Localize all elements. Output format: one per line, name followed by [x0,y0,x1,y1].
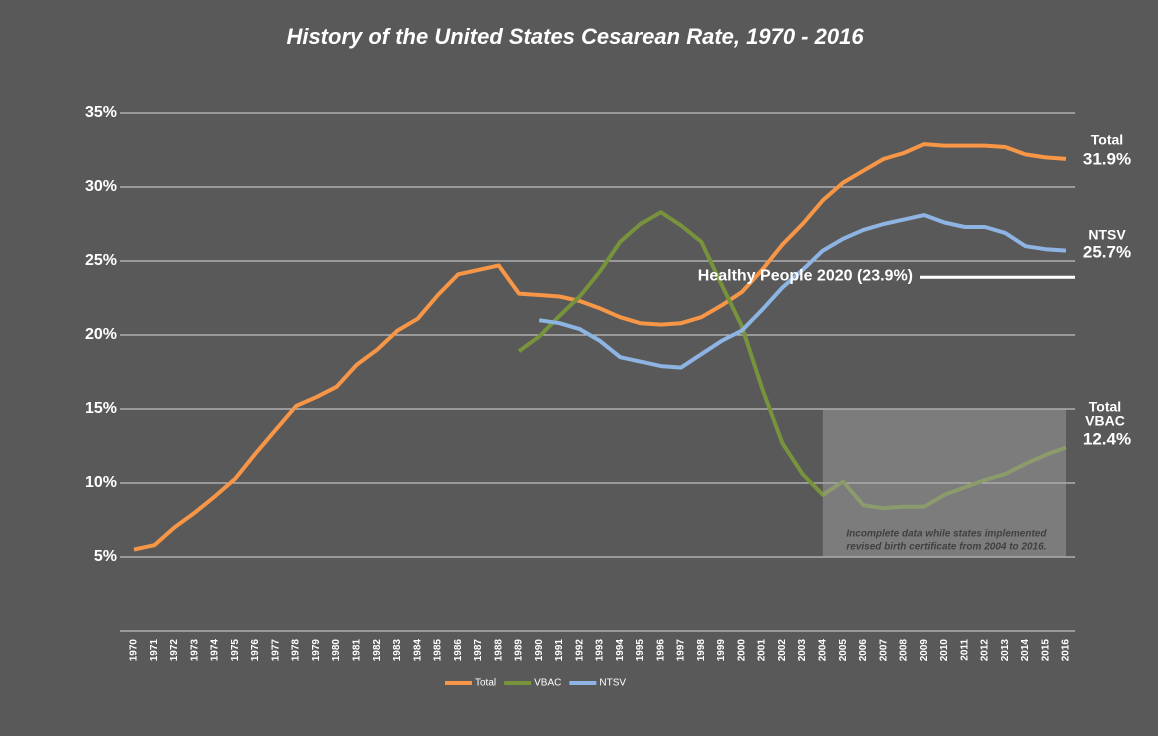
y-tick-label: 5% [94,548,117,565]
y-tick-label: 30% [85,178,117,195]
x-tick-label: 2014 [1020,639,1031,662]
x-tick-label: 1996 [655,639,666,662]
x-tick-label: 2001 [757,639,768,662]
legend-label: NTSV [599,678,626,689]
end-value-label: 31.9% [1083,149,1131,168]
end-value-label: 25.7% [1083,242,1131,261]
x-tick-label: 1990 [534,639,545,662]
x-tick-label: 2009 [919,639,930,662]
x-tick-label: 1981 [352,639,363,662]
x-tick-label: 1998 [696,639,707,662]
y-tick-label: 20% [85,326,117,343]
x-tick-label: 1974 [210,639,221,662]
x-tick-label: 1980 [331,639,342,662]
x-tick-label: 1994 [615,639,626,662]
x-tick-label: 1986 [453,639,464,662]
x-tick-label: 2002 [777,639,788,662]
x-tick-label: 1989 [514,639,525,662]
legend-label: VBAC [534,678,561,689]
y-tick-label: 25% [85,252,117,269]
x-tick-label: 2006 [858,639,869,662]
end-label: Total [1091,132,1123,148]
x-tick-label: 1978 [291,639,302,662]
series-line [133,142,1067,552]
end-label: VBAC [1085,413,1125,429]
end-value-label: 12.4% [1083,429,1131,448]
x-tick-label: 1988 [493,639,504,662]
x-tick-label: 1975 [230,639,241,662]
reference-label: Healthy People 2020 (23.9%) [698,267,913,284]
y-tick-label: 15% [85,400,117,417]
x-tick-label: 1992 [574,639,585,662]
x-tick-label: 2012 [980,639,991,662]
y-tick-label: 35% [85,104,117,121]
x-tick-label: 2013 [1000,639,1011,662]
x-tick-label: 2000 [736,639,747,662]
legend-label: Total [475,678,496,689]
x-tick-label: 1991 [554,639,565,662]
x-tick-label: 1971 [149,639,160,662]
x-tick-label: 1983 [392,639,403,662]
series-line [517,210,1067,511]
x-tick-label: 1993 [595,639,606,662]
x-tick-label: 2005 [838,639,849,662]
shaded-region [822,409,1066,557]
x-tick-label: 2008 [899,639,910,662]
x-tick-label: 2004 [818,639,829,662]
end-label: Total [1089,399,1121,415]
x-tick-label: 1985 [433,639,444,662]
x-tick-label: 1987 [473,639,484,662]
x-tick-label: 1999 [716,639,727,662]
x-tick-label: 1972 [169,639,180,662]
x-tick-label: 2003 [797,639,808,662]
x-tick-label: 1973 [189,639,200,662]
x-tick-label: 1982 [372,639,383,662]
x-tick-label: 2015 [1040,639,1051,662]
x-tick-label: 1984 [412,639,423,662]
x-tick-label: 2011 [959,639,970,661]
x-tick-label: 1995 [635,639,646,662]
shaded-note: Incomplete data while states implemented [846,529,1047,540]
x-tick-label: 1977 [270,639,281,662]
x-tick-label: 2007 [878,639,889,662]
x-tick-label: 1979 [311,639,322,662]
x-tick-label: 2016 [1061,639,1072,662]
x-tick-label: 2010 [939,639,950,662]
end-label: NTSV [1088,227,1126,243]
x-tick-label: 1997 [676,639,687,662]
y-tick-label: 10% [85,474,117,491]
x-tick-label: 1976 [250,639,261,662]
chart-title: History of the United States Cesarean Ra… [286,24,864,49]
series-line [538,213,1067,370]
x-tick-label: 1970 [129,639,140,662]
shaded-note: revised birth certificate from 2004 to 2… [846,542,1046,553]
